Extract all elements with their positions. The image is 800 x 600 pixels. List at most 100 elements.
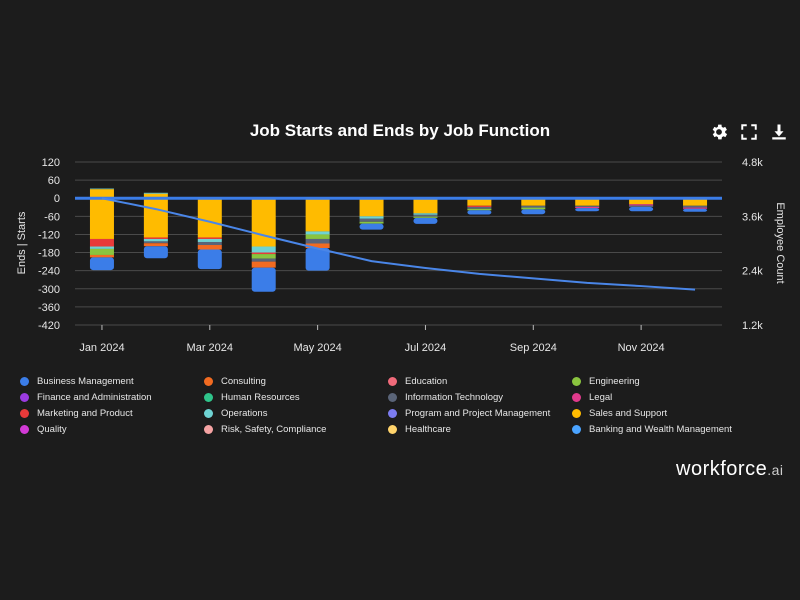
- end-bar-segment: [359, 198, 384, 217]
- end-bar-segment: [89, 257, 114, 271]
- end-bar-segment: [521, 205, 546, 208]
- end-bar-segment: [521, 209, 546, 215]
- y2-tick-label: 3.6k: [742, 211, 763, 223]
- employee-count-series: [101, 197, 696, 291]
- y-tick-label: -240: [38, 266, 60, 278]
- end-bar-segment: [521, 198, 546, 206]
- y2-tick-label: 2.4k: [742, 266, 763, 278]
- end-bar-segment: [143, 241, 168, 244]
- end-bar-segment: [683, 198, 708, 206]
- end-bar-segment: [305, 248, 330, 271]
- legend-label: Sales and Support: [589, 407, 668, 419]
- legend-item[interactable]: Program and Project Management: [388, 405, 572, 421]
- end-bar-segment: [305, 234, 330, 239]
- legend-item[interactable]: Human Resources: [204, 389, 388, 405]
- end-bar-segment: [629, 205, 654, 207]
- expand-icon[interactable]: [738, 122, 760, 142]
- legend-marker: [204, 408, 213, 418]
- end-bar-segment: [251, 267, 276, 292]
- end-bar-segment: [359, 216, 384, 219]
- end-bar-segment: [251, 258, 276, 262]
- legend-label: Engineering: [589, 375, 640, 387]
- end-bar-segment: [251, 246, 276, 253]
- end-bar-segment: [359, 223, 384, 230]
- chart-toolbar: [708, 122, 790, 142]
- end-bar-segment: [467, 208, 492, 211]
- chart-area: 120 60 0 -60 -120 -180 -240 -300 -360 -420 4.8k 3.…: [16, 157, 786, 354]
- y2-tick-label: 4.8k: [742, 157, 763, 169]
- legend-marker: [572, 392, 581, 402]
- brand-suffix: .ai: [767, 462, 784, 478]
- legend-label: Education: [405, 375, 448, 387]
- end-bar-segment: [413, 198, 438, 214]
- end-bar-segment: [251, 261, 276, 268]
- y-tick-label: -360: [38, 302, 60, 314]
- legend-label: Program and Project Management: [405, 407, 551, 419]
- y-tick-label: -60: [44, 211, 60, 223]
- legend-label: Information Technology: [405, 391, 504, 403]
- end-bar-segment: [629, 204, 654, 206]
- legend-item[interactable]: Quality: [20, 421, 204, 437]
- end-bar-segment: [197, 198, 222, 238]
- legend-marker: [572, 424, 581, 434]
- end-bar-segment: [359, 218, 384, 222]
- legend-marker: [20, 392, 29, 402]
- legend-item[interactable]: Information Technology: [388, 389, 572, 405]
- y-tick-label: -420: [38, 320, 60, 332]
- start-bar-segment: [143, 193, 168, 199]
- legend-marker: [20, 424, 29, 434]
- end-bar-segment: [89, 198, 114, 239]
- legend-item[interactable]: Banking and Wealth Management: [572, 421, 772, 437]
- end-bar-segment: [575, 205, 600, 207]
- y-tick-label: -120: [38, 229, 60, 241]
- end-bar-segment: [197, 245, 222, 250]
- x-tick-label: Nov 2024: [618, 342, 665, 354]
- legend-item[interactable]: Legal: [572, 389, 772, 405]
- end-bar-segment: [629, 206, 654, 212]
- legend-item[interactable]: Marketing and Product: [20, 405, 204, 421]
- x-tick-label: Jan 2024: [79, 342, 124, 354]
- y-axis: 120 60 0 -60 -120 -180 -240 -300 -360 -420: [38, 157, 60, 332]
- brand-logo: workforce.ai: [676, 458, 784, 481]
- legend-item[interactable]: Risk, Safety, Compliance: [204, 421, 388, 437]
- end-bar-segment: [197, 237, 222, 239]
- end-bar-segment: [143, 238, 168, 242]
- end-bar-segment: [467, 206, 492, 209]
- end-bar-segment: [575, 208, 600, 212]
- legend-marker: [388, 424, 397, 434]
- end-bar-segment: [305, 243, 330, 249]
- legend-item[interactable]: Consulting: [204, 373, 388, 389]
- end-bar-segment: [413, 217, 438, 224]
- legend-marker: [388, 376, 397, 386]
- end-bar-segment: [197, 241, 222, 246]
- gear-icon[interactable]: [708, 122, 730, 142]
- legend-item[interactable]: Operations: [204, 405, 388, 421]
- x-tick-label: Jul 2024: [405, 342, 447, 354]
- end-bar-segment: [89, 238, 114, 247]
- end-bar-segment: [251, 198, 276, 247]
- end-bar-segment: [413, 214, 438, 217]
- legend-item[interactable]: Healthcare: [388, 421, 572, 437]
- start-bar-segment: [143, 192, 168, 194]
- start-bar-segment: [89, 189, 114, 199]
- legend-item[interactable]: Business Management: [20, 373, 204, 389]
- x-tick-label: May 2024: [293, 342, 341, 354]
- legend-label: Operations: [221, 407, 268, 419]
- y2-axis: 4.8k 3.6k 2.4k 1.2k: [742, 157, 763, 332]
- legend-marker: [388, 392, 397, 402]
- legend-item[interactable]: Sales and Support: [572, 405, 772, 421]
- employee-count-line: [101, 197, 696, 291]
- legend-label: Healthcare: [405, 423, 451, 435]
- start-bar-segment: [89, 188, 114, 190]
- legend-marker: [572, 408, 581, 418]
- legend-item[interactable]: Finance and Administration: [20, 389, 204, 405]
- x-tick-label: Mar 2024: [187, 342, 233, 354]
- end-bar-segment: [251, 252, 276, 255]
- x-axis: Jan 2024 Mar 2024 May 2024 Jul 2024 Sep 2024…: [79, 325, 665, 354]
- download-icon[interactable]: [768, 122, 790, 142]
- end-bar-segment: [197, 238, 222, 242]
- legend-item[interactable]: Engineering: [572, 373, 772, 389]
- legend-item[interactable]: Education: [388, 373, 572, 389]
- end-bar-segment: [467, 198, 492, 206]
- legend-marker: [204, 424, 213, 434]
